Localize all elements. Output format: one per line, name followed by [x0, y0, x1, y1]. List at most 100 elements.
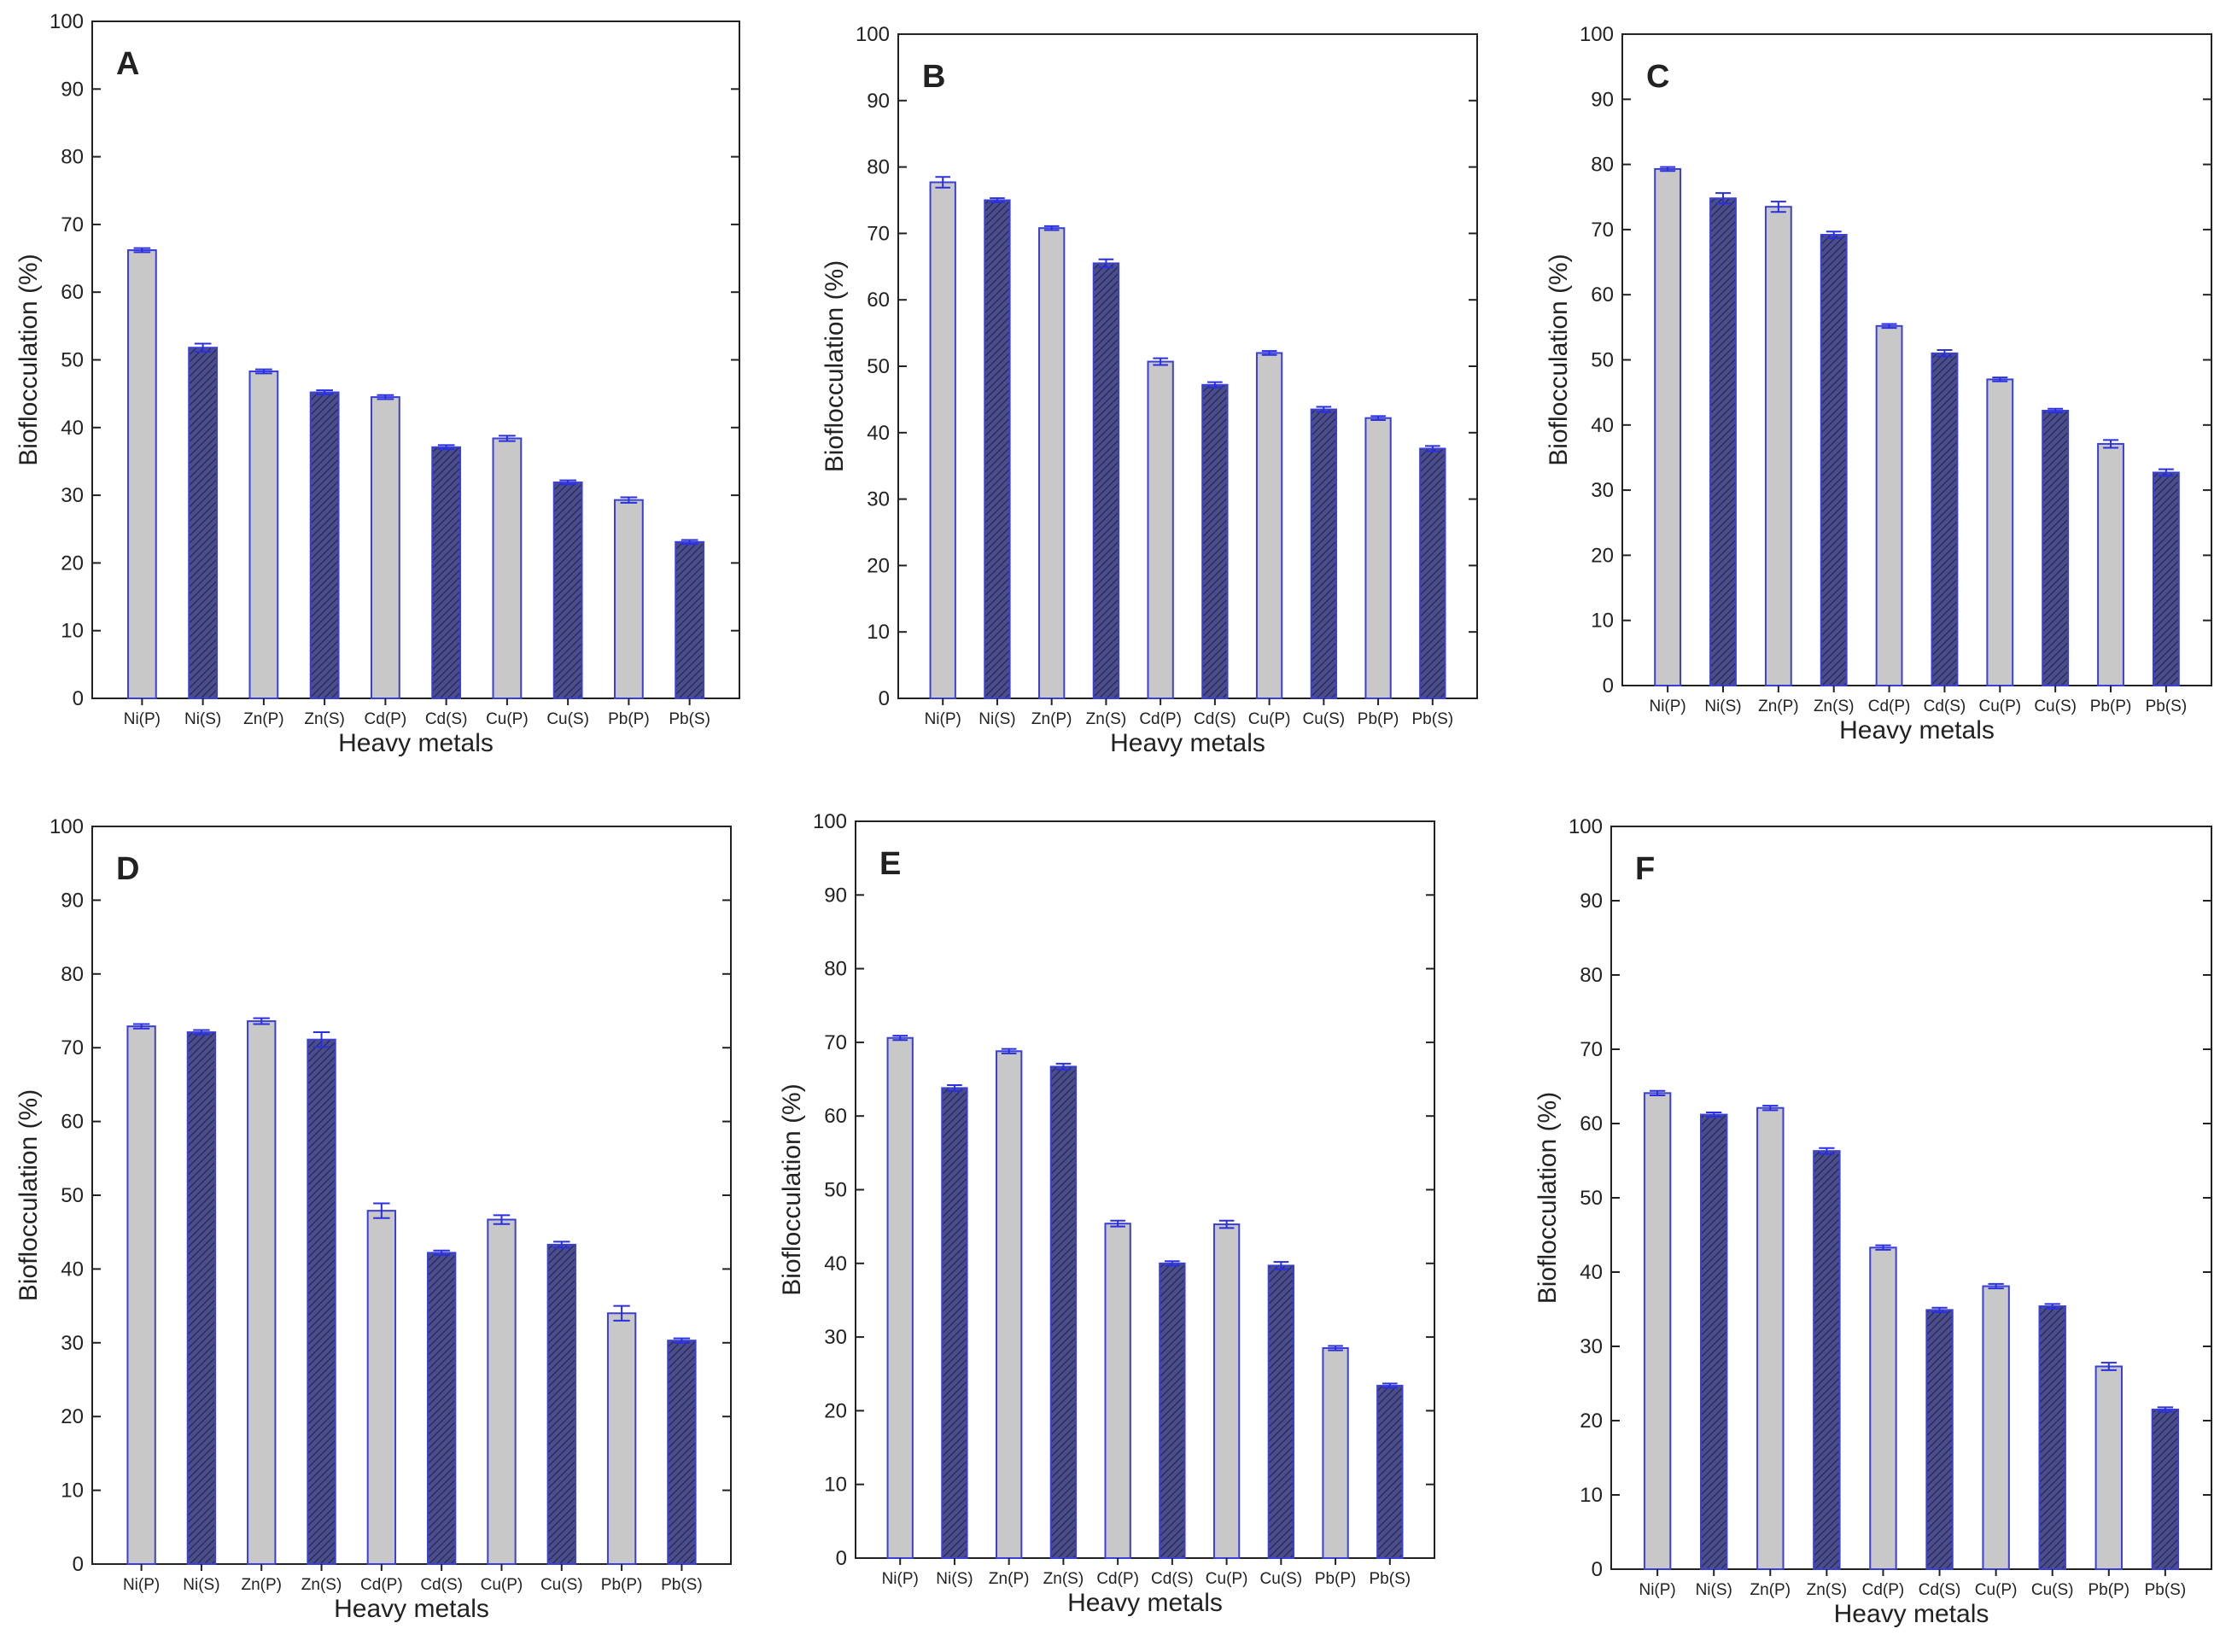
y-tick-label: 100: [856, 23, 890, 46]
x-tick-label: Cd(S): [1194, 710, 1236, 728]
bar-cd-s: [1931, 352, 1959, 686]
x-tick-label: Zn(P): [989, 1570, 1030, 1588]
bar-cd-s: [1159, 1262, 1186, 1560]
bar-pb-p: [613, 499, 644, 699]
y-tick-label: 60: [867, 289, 890, 312]
bar-cd-p: [1104, 1223, 1131, 1559]
x-tick-label: Pb(S): [2146, 698, 2188, 715]
x-tick-label: Pb(S): [1370, 1570, 1411, 1588]
y-tick-label: 100: [813, 810, 847, 833]
error-bar: [316, 389, 333, 395]
chart-panel-a: 0 10 20 30 40 50 60 70 80 90 100 Ni(P) Ni(S) Zn(P) Zn(…: [15, 10, 740, 757]
x-tick-label: Cd(P): [1862, 1581, 1905, 1599]
x-tick-label: Cd(P): [1096, 1570, 1139, 1588]
y-tick-label: 60: [824, 1105, 847, 1128]
error-bar: [1650, 1089, 1666, 1096]
error-bar: [373, 1202, 390, 1219]
x-tick-label: Pb(P): [608, 710, 650, 728]
bar-cu-s: [2042, 410, 2070, 686]
x-tick-label: Ni(S): [184, 710, 221, 728]
error-bar: [2044, 1303, 2060, 1310]
y-tick-label: 100: [1569, 815, 1603, 838]
y-tick-label: 40: [1591, 414, 1614, 437]
error-bar: [2157, 1406, 2173, 1413]
y-tick-label: 20: [1580, 1410, 1603, 1433]
y-tick-label: 20: [61, 552, 84, 575]
bar-ni-p: [886, 1036, 914, 1560]
x-axis-title: Heavy metals: [334, 1595, 489, 1623]
bar-zn-s: [1820, 234, 1848, 686]
bar-zn-p: [1756, 1106, 1785, 1570]
y-tick-label: 10: [1591, 610, 1614, 633]
x-tick-label: Zn(S): [1807, 1581, 1848, 1599]
y-tick-label: 80: [61, 146, 84, 169]
panel-label: C: [1646, 59, 1669, 95]
error-bar: [437, 444, 455, 451]
bar-zn-p: [1764, 206, 1792, 686]
error-bar: [194, 342, 212, 353]
x-tick-label: Cd(P): [360, 1576, 403, 1594]
y-tick-label: 90: [867, 90, 890, 113]
error-bar: [1937, 349, 1953, 358]
error-bar: [1001, 1048, 1017, 1054]
x-tick-label: Ni(P): [123, 1576, 160, 1594]
x-tick-label: Pb(S): [661, 1576, 703, 1594]
y-axis-title: Bioflocculation (%): [1545, 254, 1573, 465]
bar-cd-p: [1147, 360, 1174, 699]
x-tick-label: Cd(P): [1868, 698, 1911, 715]
y-tick-label: 60: [1591, 283, 1614, 306]
x-axis-title: Heavy metals: [1839, 716, 1995, 744]
bar-cu-p: [1986, 378, 2014, 686]
x-tick-label: Cu(S): [2034, 698, 2077, 715]
x-tick-label: Cu(S): [546, 710, 589, 728]
y-tick-label: 0: [836, 1547, 847, 1570]
x-tick-label: Ni(P): [882, 1570, 919, 1588]
y-tick-label: 30: [1591, 479, 1614, 502]
bar-zn-p: [247, 1020, 277, 1565]
error-bar: [1273, 1261, 1289, 1270]
error-bar: [433, 1249, 450, 1256]
y-tick-label: 30: [824, 1326, 847, 1349]
bar-cu-s: [2038, 1305, 2066, 1571]
x-tick-label: Zn(S): [1814, 698, 1855, 715]
error-bar: [132, 1023, 150, 1030]
bar-pb-s: [675, 540, 705, 700]
y-tick-label: 0: [1592, 1558, 1603, 1581]
bar-zn-p: [996, 1050, 1023, 1559]
bar-cu-s: [552, 482, 583, 700]
x-axis-title: Heavy metals: [1110, 729, 1265, 757]
y-axis-title: Bioflocculation (%): [821, 260, 849, 472]
error-bar: [493, 1214, 511, 1225]
x-tick-label: Cd(P): [365, 710, 407, 728]
y-tick-label: 0: [73, 1553, 84, 1576]
error-bar: [1328, 1345, 1343, 1351]
bar-ni-s: [186, 1031, 217, 1565]
error-bar: [1715, 192, 1731, 205]
x-tick-label: Ni(S): [979, 710, 1015, 728]
x-tick-label: Cu(S): [1260, 1570, 1303, 1588]
x-tick-label: Ni(P): [1649, 698, 1685, 715]
y-tick-label: 10: [1580, 1484, 1603, 1507]
bar-cu-p: [1982, 1285, 2010, 1571]
y-tick-label: 10: [61, 620, 84, 643]
bar-ni-s: [1700, 1113, 1728, 1571]
y-tick-label: 30: [867, 488, 890, 511]
error-bar: [892, 1035, 908, 1042]
error-bar: [1098, 258, 1114, 269]
x-tick-label: Cu(S): [540, 1576, 583, 1594]
y-tick-label: 40: [824, 1252, 847, 1275]
y-tick-label: 30: [1580, 1335, 1603, 1358]
y-tick-label: 50: [1580, 1187, 1603, 1210]
x-axis-title: Heavy metals: [1067, 1589, 1223, 1617]
bar-pb-s: [667, 1340, 697, 1565]
bar-cu-s: [546, 1243, 576, 1565]
x-tick-label: Pb(S): [2145, 1581, 2187, 1599]
y-tick-label: 90: [61, 889, 84, 912]
panel-label: E: [879, 846, 901, 882]
error-bar: [620, 496, 638, 504]
panel-label: B: [922, 59, 945, 95]
bar-zn-s: [1049, 1065, 1078, 1559]
bar-ni-p: [1654, 167, 1682, 687]
